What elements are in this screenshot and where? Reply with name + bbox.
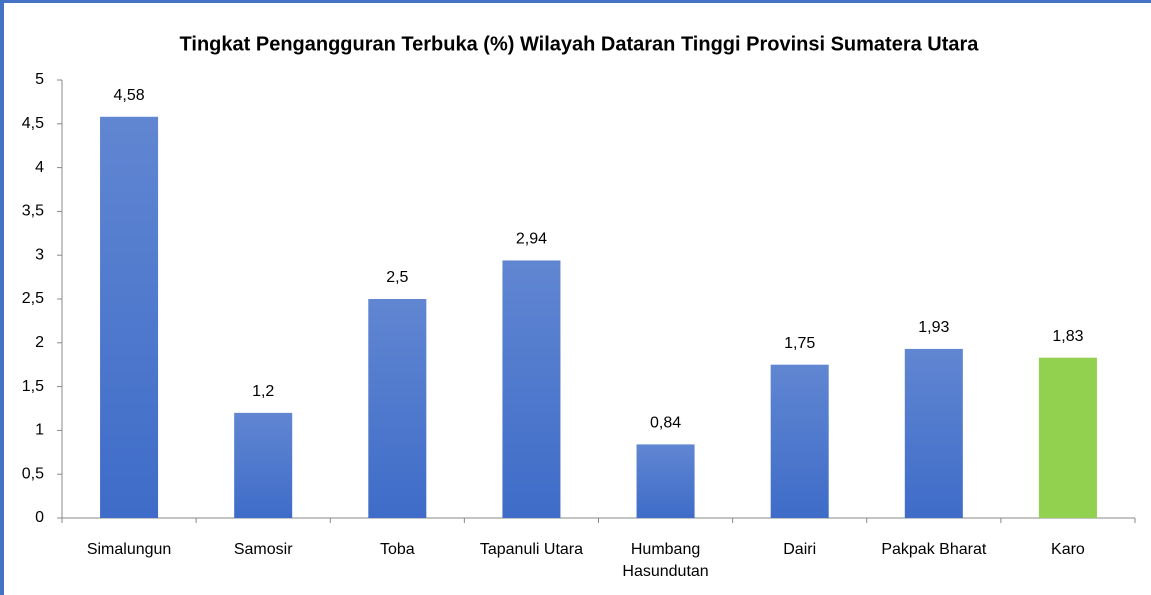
y-tick-label: 4 [35, 159, 44, 176]
y-tick-label: 3,5 [22, 203, 44, 220]
bar [636, 444, 695, 518]
y-tick-label: 0 [35, 509, 44, 526]
bar [100, 116, 159, 519]
bar [770, 364, 829, 518]
x-tick-label: Tapanuli Utara [479, 541, 584, 558]
value-label: 2,94 [516, 231, 547, 248]
chart-title: Tingkat Pengangguran Terbuka (%) Wilayah… [180, 33, 980, 55]
y-tick-label: 1 [35, 422, 44, 439]
chart: Tingkat Pengangguran Terbuka (%) Wilayah… [22, 33, 1136, 526]
x-tick-label: Simalungun [86, 541, 172, 558]
value-label: 1,75 [784, 335, 815, 352]
y-tick-label: 2 [35, 334, 44, 351]
y-tick-label: 4,5 [22, 115, 44, 132]
value-label: 2,5 [386, 269, 408, 286]
x-tick-label: Humbang Hasundutan [622, 541, 709, 580]
x-tick-label: Toba [379, 541, 415, 558]
y-tick-label: 2,5 [22, 290, 44, 307]
y-tick-label: 1,5 [22, 378, 44, 395]
y-tick-label: 3 [35, 246, 44, 263]
bar [502, 260, 561, 518]
x-tick-label: Pakpak Bharat [881, 541, 987, 558]
value-label: 0,84 [650, 415, 681, 432]
bar [904, 348, 963, 518]
y-tick-label: 5 [35, 71, 44, 88]
x-tick-label: Dairi [783, 541, 817, 558]
bar [368, 299, 427, 518]
x-tick-label: Samosir [233, 541, 293, 558]
y-tick-label: 0,5 [22, 465, 44, 482]
bar [234, 412, 293, 518]
value-label: 1,83 [1052, 328, 1083, 345]
value-label: 4,58 [113, 87, 144, 104]
x-tick-label: Karo [1051, 541, 1085, 558]
bar [1038, 357, 1097, 518]
value-label: 1,93 [918, 319, 949, 336]
value-label: 1,2 [252, 383, 274, 400]
